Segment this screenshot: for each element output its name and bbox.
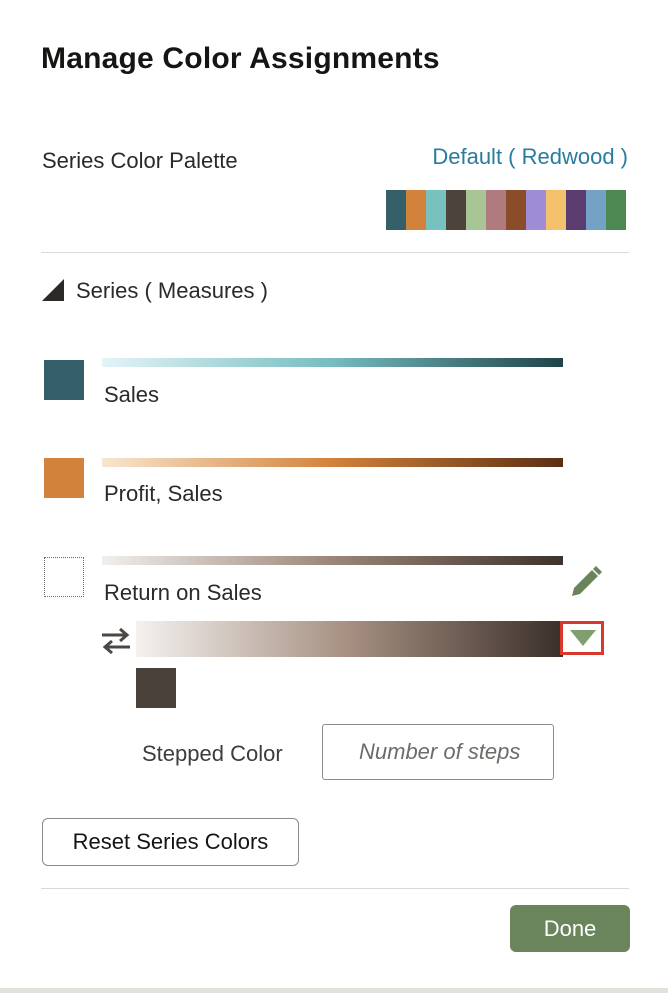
done-button[interactable]: Done xyxy=(510,905,630,952)
palette-selector-link[interactable]: Default ( Redwood ) xyxy=(432,144,628,169)
dialog-bottom-edge xyxy=(0,988,668,993)
swap-arrows-icon[interactable] xyxy=(100,626,132,656)
stepped-color-label: Stepped Color xyxy=(142,741,283,766)
palette-swatch xyxy=(426,190,446,230)
palette-swatch xyxy=(446,190,466,230)
number-of-steps-input[interactable] xyxy=(322,724,554,780)
triangle-expanded-icon xyxy=(42,279,64,301)
palette-swatches[interactable] xyxy=(386,190,626,230)
footer-divider xyxy=(41,888,629,889)
gradient-editor-bar[interactable] xyxy=(136,621,563,657)
series-gradient-sales[interactable] xyxy=(102,358,563,367)
palette-swatch xyxy=(466,190,486,230)
triangle-down-icon xyxy=(570,630,596,646)
reset-series-colors-button[interactable]: Reset Series Colors xyxy=(42,818,299,866)
series-color-swatch-return-on-sales[interactable] xyxy=(44,557,84,597)
palette-swatch xyxy=(586,190,606,230)
series-color-swatch-sales[interactable] xyxy=(44,360,84,400)
palette-swatch xyxy=(546,190,566,230)
palette-swatch xyxy=(386,190,406,230)
series-color-palette-label: Series Color Palette xyxy=(42,148,238,173)
palette-swatch xyxy=(526,190,546,230)
series-label-return-on-sales: Return on Sales xyxy=(104,580,262,605)
series-color-swatch-profit-sales[interactable] xyxy=(44,458,84,498)
series-gradient-return-on-sales[interactable] xyxy=(102,556,563,565)
palette-swatch xyxy=(566,190,586,230)
palette-swatch xyxy=(406,190,426,230)
gradient-dropdown-button[interactable] xyxy=(560,621,604,655)
palette-swatch xyxy=(506,190,526,230)
section-divider xyxy=(41,252,629,253)
series-section-label: Series ( Measures ) xyxy=(76,278,268,303)
series-label-sales: Sales xyxy=(104,382,160,407)
series-gradient-profit-sales[interactable] xyxy=(102,458,563,467)
pencil-icon[interactable] xyxy=(568,564,604,600)
gradient-stop-color[interactable] xyxy=(136,668,176,708)
dialog-title: Manage Color Assignments xyxy=(41,42,440,75)
series-label-profit-sales: Profit, Sales xyxy=(104,481,223,506)
series-section-toggle[interactable]: Series ( Measures ) xyxy=(42,278,268,304)
palette-swatch xyxy=(486,190,506,230)
palette-swatch xyxy=(606,190,626,230)
